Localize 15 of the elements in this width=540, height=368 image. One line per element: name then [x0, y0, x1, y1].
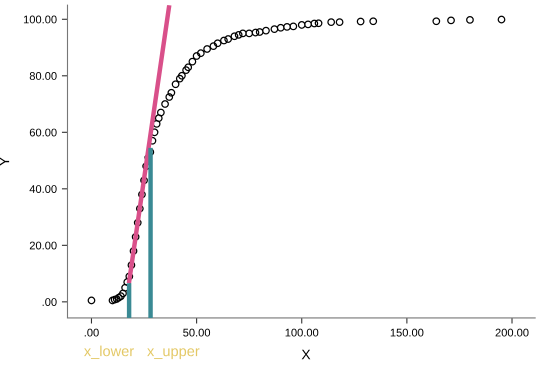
y-tick-label: 40.00 [30, 185, 57, 193]
y-tick-label: 20.00 [30, 242, 57, 250]
y-tick-label: 100.00 [24, 16, 57, 24]
y-tick-label: 60.00 [30, 128, 57, 136]
text: x_upper [147, 348, 200, 360]
x-axis-title: X [302, 350, 310, 360]
y-tick-label: .00 [42, 298, 57, 306]
y-axis-title: Y [0, 157, 10, 166]
x-tick-label: .00 [84, 328, 99, 337]
x-tick-label: 100.00 [286, 328, 318, 337]
x-tick-label: 150.00 [390, 328, 424, 337]
x-tick-label: 200.00 [496, 328, 529, 337]
text: x_lower [84, 346, 134, 360]
x-tick-label: 50.00 [183, 328, 210, 337]
y-tick-label: 80.00 [30, 72, 57, 80]
